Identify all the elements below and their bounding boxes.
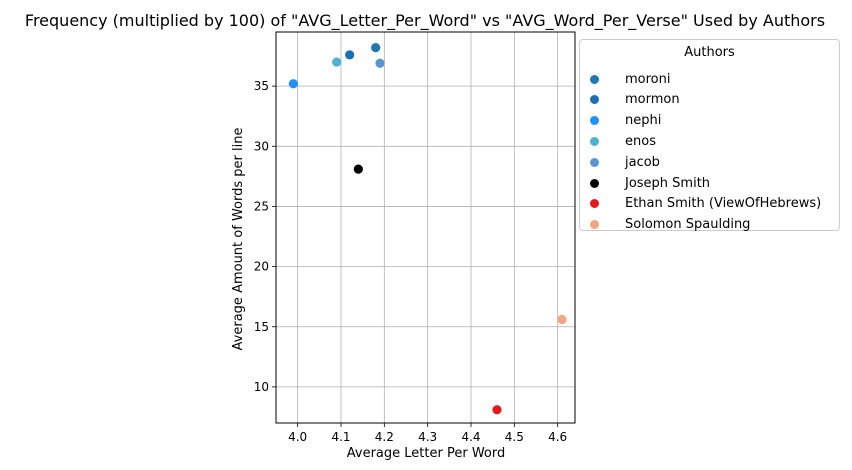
plot-area-frame [275,31,576,424]
legend-item: Joseph Smith [590,173,710,193]
x-tick-label: 4.4 [461,430,480,444]
data-point-joseph-smith [353,164,363,174]
x-tick-label: 4.5 [505,430,524,444]
legend-item: jacob [590,152,660,172]
data-point-enos [332,57,342,67]
legend-label: nephi [625,113,662,129]
legend-label: Ethan Smith (ViewOfHebrews) [625,196,822,212]
y-tick-label: 35 [254,79,269,93]
legend-item: mormon [590,90,680,110]
data-point-solomon-spaulding [557,314,567,325]
legend-marker [590,95,599,105]
x-tick-label: 4.0 [288,430,307,444]
y-axis-label: Average Amount of Words per line [231,128,246,351]
legend-marker [590,116,599,126]
legend-label: moroni [625,71,671,87]
legend-marker [590,136,599,146]
x-tick-label: 4.1 [331,430,350,444]
y-tick-label: 25 [254,199,269,213]
y-tick-label: 10 [254,380,269,394]
legend-label: Joseph Smith [625,175,711,191]
grid [276,32,575,423]
legend-item: enos [590,131,656,151]
legend-marker [590,220,599,230]
x-tick-label: 4.6 [548,430,567,444]
x-tick-label: 4.2 [375,430,394,444]
legend-marker [590,74,599,84]
legend-marker [590,199,599,209]
chart-title: Frequency (multiplied by 100) of "AVG_Le… [25,11,825,31]
legend-title: Authors [684,45,735,60]
legend-marker [590,178,599,188]
legend-item: nephi [590,111,661,131]
data-point-mormon [345,50,355,60]
x-axis-label: Average Letter Per Word [347,446,505,461]
data-point-nephi [288,79,298,89]
y-tick-label: 20 [254,260,269,274]
y-tick-label: 15 [254,320,269,334]
legend-label: enos [625,133,656,149]
data-point-jacob [375,58,385,68]
data-point-ethan-smith-viewofhebrews [492,405,502,415]
y-tick-label: 30 [254,139,269,153]
legend-marker [590,157,599,167]
legend-label: jacob [625,154,660,170]
legend-item: Ethan Smith (ViewOfHebrews) [590,194,821,214]
legend-label: mormon [625,92,680,108]
x-tick-label: 4.3 [418,430,437,444]
legend-item: Solomon Spaulding [590,215,750,235]
legend-label: Solomon Spaulding [625,217,751,233]
axis-ticks: 4.0 4.1 4.2 4.3 4.4 4.5 4.6 10 15 20 25 30 35 [254,79,567,444]
data-point-moroni [371,43,381,53]
data-points [288,43,567,415]
legend: Authors moroni mormon nephi enos jacob Joseph… [579,39,840,232]
legend-item: moroni [590,69,670,89]
